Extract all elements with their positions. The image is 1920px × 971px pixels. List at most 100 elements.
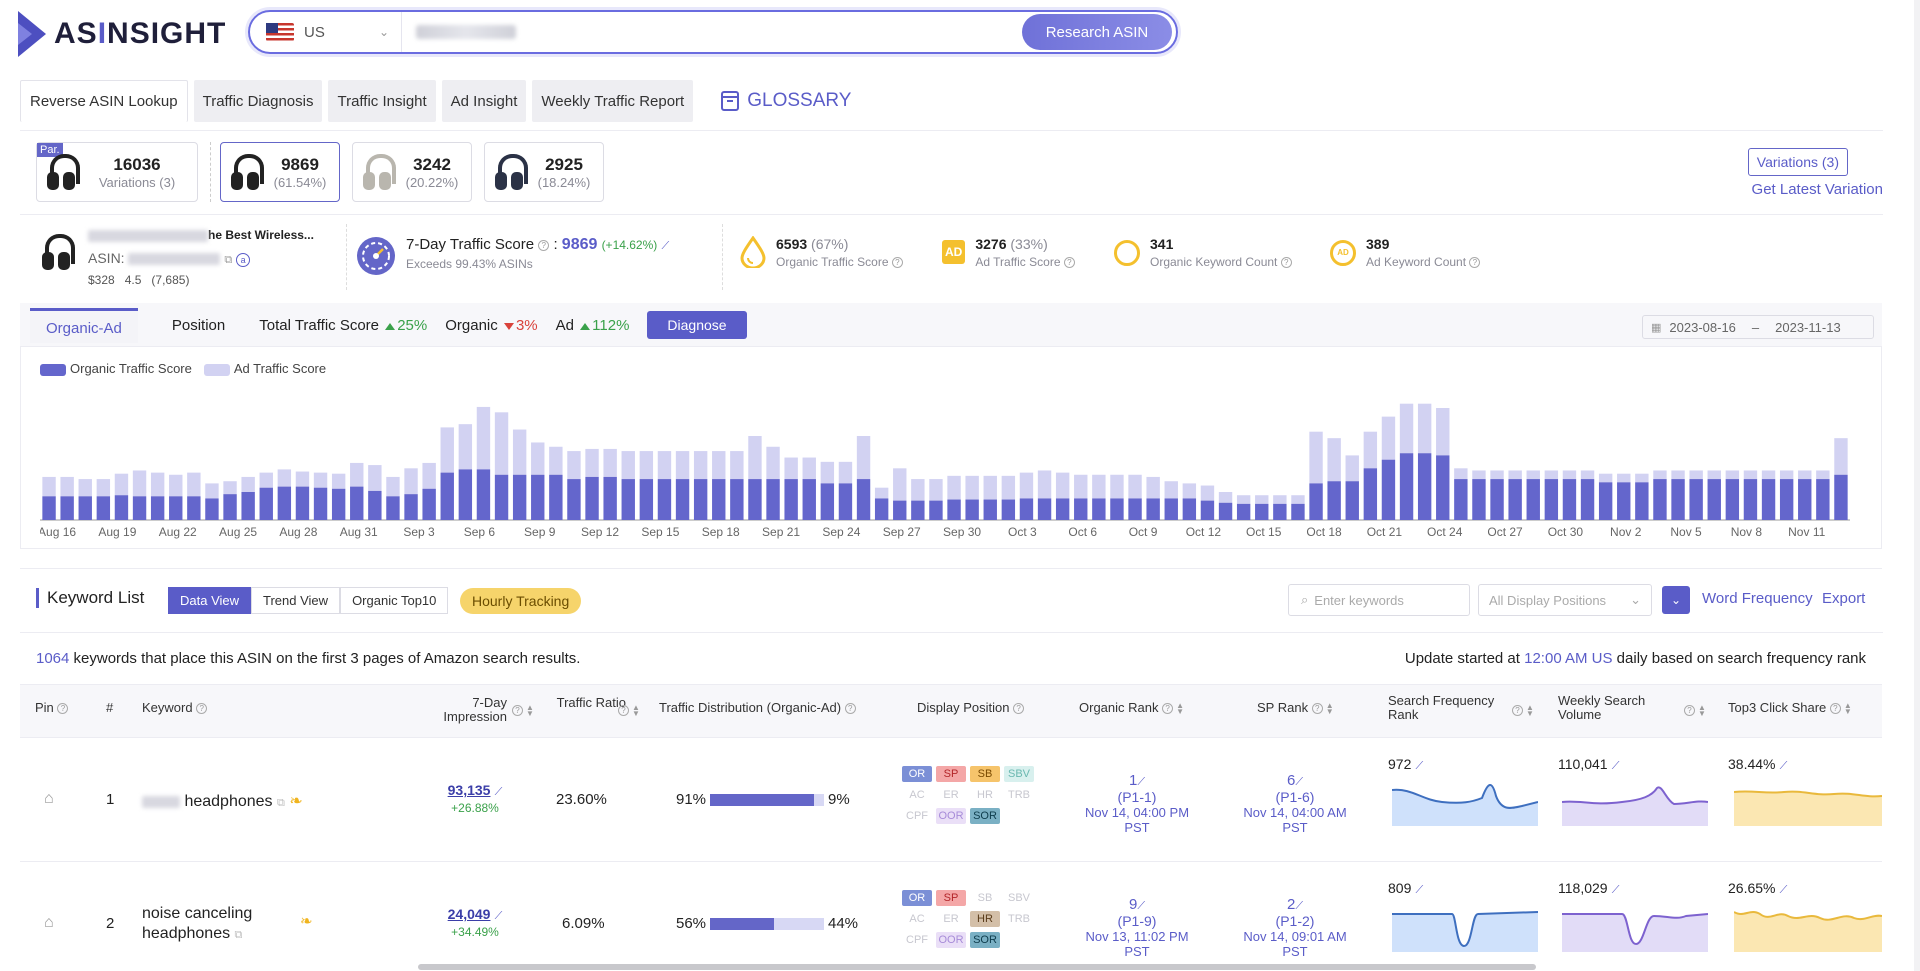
country-select[interactable]: US ⌄: [250, 12, 402, 52]
ad-bar[interactable]: [983, 475, 997, 500]
sp-rank[interactable]: 2: [1286, 896, 1296, 913]
organic-bar[interactable]: [512, 474, 527, 520]
ad-bar[interactable]: [295, 471, 310, 487]
organic-bar[interactable]: [259, 487, 273, 520]
organic-bar[interactable]: [1707, 479, 1721, 520]
organic-bar[interactable]: [422, 488, 436, 520]
trend-icon[interactable]: ⟋: [661, 240, 670, 252]
tab-reverse-asin-lookup[interactable]: Reverse ASIN Lookup: [20, 80, 188, 122]
ad-bar[interactable]: [820, 461, 835, 484]
organic-bar[interactable]: [1327, 481, 1341, 520]
ad-bar[interactable]: [440, 427, 454, 473]
organic-bar[interactable]: [693, 479, 708, 520]
organic-bar[interactable]: [874, 498, 889, 520]
col-wsv[interactable]: Weekly Search Volume: [1558, 694, 1678, 722]
organic-bar[interactable]: [350, 486, 364, 520]
tab-ad-insight[interactable]: Ad Insight: [441, 80, 527, 122]
help-icon[interactable]: ?: [1684, 705, 1695, 717]
ad-bar[interactable]: [476, 406, 491, 470]
organic-bar[interactable]: [169, 496, 183, 520]
ad-bar[interactable]: [1689, 470, 1703, 480]
ad-bar[interactable]: [531, 442, 545, 475]
help-icon[interactable]: ?: [1280, 257, 1292, 269]
ad-bar[interactable]: [1255, 495, 1269, 504]
organic-bar[interactable]: [657, 479, 672, 520]
ad-bar[interactable]: [422, 462, 436, 489]
organic-bar[interactable]: [1291, 503, 1305, 520]
ad-bar[interactable]: [494, 412, 509, 475]
ad-bar[interactable]: [368, 465, 382, 491]
variation-card[interactable]: 2925 (18.24%): [484, 142, 604, 202]
ad-bar[interactable]: [911, 479, 925, 501]
trend-icon[interactable]: ⟋: [494, 910, 503, 922]
ad-bar[interactable]: [42, 476, 56, 497]
variation-card-parent[interactable]: Par. 16036 Variations (3): [36, 142, 198, 202]
ad-bar[interactable]: [1182, 483, 1197, 499]
ad-bar[interactable]: [187, 472, 201, 497]
variation-card[interactable]: 9869 (61.54%): [220, 142, 340, 202]
ad-bar[interactable]: [549, 446, 563, 475]
ad-bar[interactable]: [1128, 474, 1142, 499]
ad-bar[interactable]: [1707, 470, 1721, 480]
organic-bar[interactable]: [1526, 479, 1540, 520]
organic-bar[interactable]: [1399, 453, 1414, 520]
ad-bar[interactable]: [947, 475, 961, 500]
organic-bar[interactable]: [1472, 479, 1486, 520]
organic-bar[interactable]: [1381, 459, 1396, 520]
organic-bar[interactable]: [476, 469, 491, 520]
trend-icon[interactable]: ⟋: [1415, 760, 1424, 772]
tab-traffic-insight[interactable]: Traffic Insight: [328, 80, 436, 122]
ad-bar[interactable]: [132, 470, 147, 497]
tab-traffic-diagnosis[interactable]: Traffic Diagnosis: [193, 80, 323, 122]
organic-bar[interactable]: [1019, 498, 1034, 520]
copy-icon[interactable]: ⧉: [234, 929, 243, 941]
organic-bar[interactable]: [856, 479, 871, 520]
col-impression-sort[interactable]: ? ▲ ▼: [512, 703, 534, 717]
organic-bar[interactable]: [277, 486, 292, 520]
organic-bar[interactable]: [531, 474, 545, 520]
keyword-text[interactable]: noise canceling headphones ⧉: [142, 904, 266, 945]
trend-icon[interactable]: ⟋: [1779, 884, 1788, 896]
help-icon[interactable]: ?: [1162, 703, 1174, 715]
organic-bar[interactable]: [1598, 482, 1613, 520]
organic-bar[interactable]: [1128, 498, 1142, 520]
ad-bar[interactable]: [512, 429, 527, 475]
organic-bar[interactable]: [1255, 503, 1269, 520]
organic-bar[interactable]: [1671, 479, 1685, 520]
organic-bar[interactable]: [929, 500, 943, 520]
organic-bar[interactable]: [1725, 479, 1740, 520]
organic-bar[interactable]: [187, 496, 201, 520]
col-organic-rank[interactable]: Organic Rank ? ▲ ▼: [1079, 701, 1184, 716]
organic-bar[interactable]: [820, 483, 835, 520]
organic-bar[interactable]: [223, 494, 237, 520]
organic-bar[interactable]: [205, 498, 219, 520]
organic-bar[interactable]: [42, 496, 56, 520]
ad-bar[interactable]: [458, 424, 473, 470]
amazon-icon[interactable]: a: [236, 253, 251, 267]
ad-bar[interactable]: [1562, 470, 1577, 480]
ad-bar[interactable]: [205, 483, 219, 499]
organic-bar[interactable]: [1761, 479, 1776, 520]
organic-bar[interactable]: [1436, 455, 1450, 520]
organic-bar[interactable]: [802, 479, 816, 520]
ad-bar[interactable]: [1472, 470, 1486, 480]
organic-bar[interactable]: [603, 476, 617, 520]
help-icon[interactable]: ?: [1063, 257, 1075, 269]
ad-bar[interactable]: [1617, 473, 1631, 483]
help-icon[interactable]: ?: [1512, 705, 1523, 717]
tab-weekly-traffic-report[interactable]: Weekly Traffic Report: [532, 80, 694, 122]
ad-bar[interactable]: [1544, 470, 1559, 480]
ad-bar[interactable]: [78, 479, 92, 497]
organic-bar[interactable]: [1164, 498, 1178, 520]
word-frequency-link[interactable]: Word Frequency: [1702, 590, 1813, 607]
ad-bar[interactable]: [929, 479, 943, 501]
organic-bar[interactable]: [368, 490, 382, 520]
ad-bar[interactable]: [748, 436, 762, 480]
help-icon[interactable]: ?: [1013, 703, 1025, 715]
sort-icon[interactable]: ▲ ▼: [526, 702, 534, 718]
trend-icon[interactable]: ⟋: [1137, 776, 1146, 788]
ad-bar[interactable]: [1779, 470, 1794, 480]
organic-bar[interactable]: [838, 483, 853, 520]
ad-bar[interactable]: [1146, 476, 1160, 499]
ad-bar[interactable]: [1218, 492, 1233, 503]
